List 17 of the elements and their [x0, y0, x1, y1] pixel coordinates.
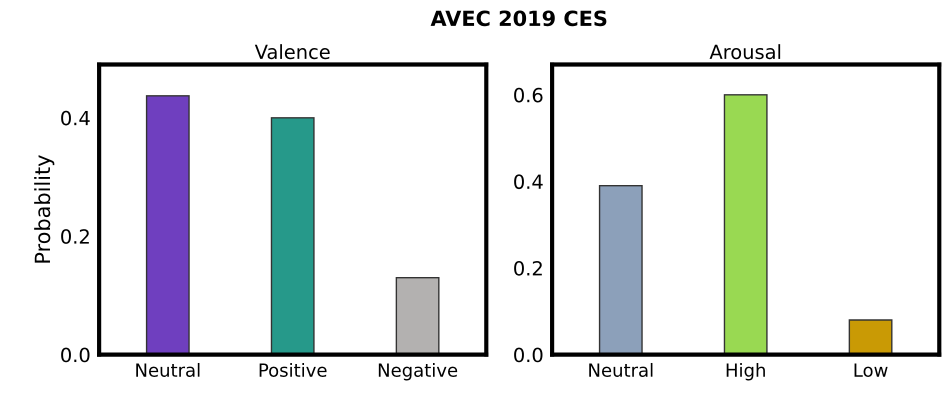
y-tick-label: 0.6 [514, 88, 543, 102]
x-tick-label: High [726, 362, 765, 380]
x-tick-label: Neutral [136, 362, 200, 377]
y-tick-label: 0.0 [61, 348, 90, 362]
y-tick-label: 0.4 [514, 174, 543, 190]
y-tick-label: 0.2 [514, 260, 542, 276]
text: AVEC 2019 CES [430, 10, 606, 26]
chart-title: Arousal [710, 44, 780, 60]
y-axis-title: Probability [34, 155, 54, 263]
chart-title: Valence [254, 44, 330, 60]
x-tick-label: Positive [260, 362, 327, 377]
x-tick-label: Low [854, 364, 888, 377]
y-tick-label: 0.0 [514, 348, 542, 362]
x-tick-label: Negative [378, 362, 458, 380]
y-tick-label: 0.4 [61, 110, 90, 126]
x-tick-label: Neutral [589, 362, 652, 377]
y-tick-label: 0.2 [61, 229, 89, 244]
